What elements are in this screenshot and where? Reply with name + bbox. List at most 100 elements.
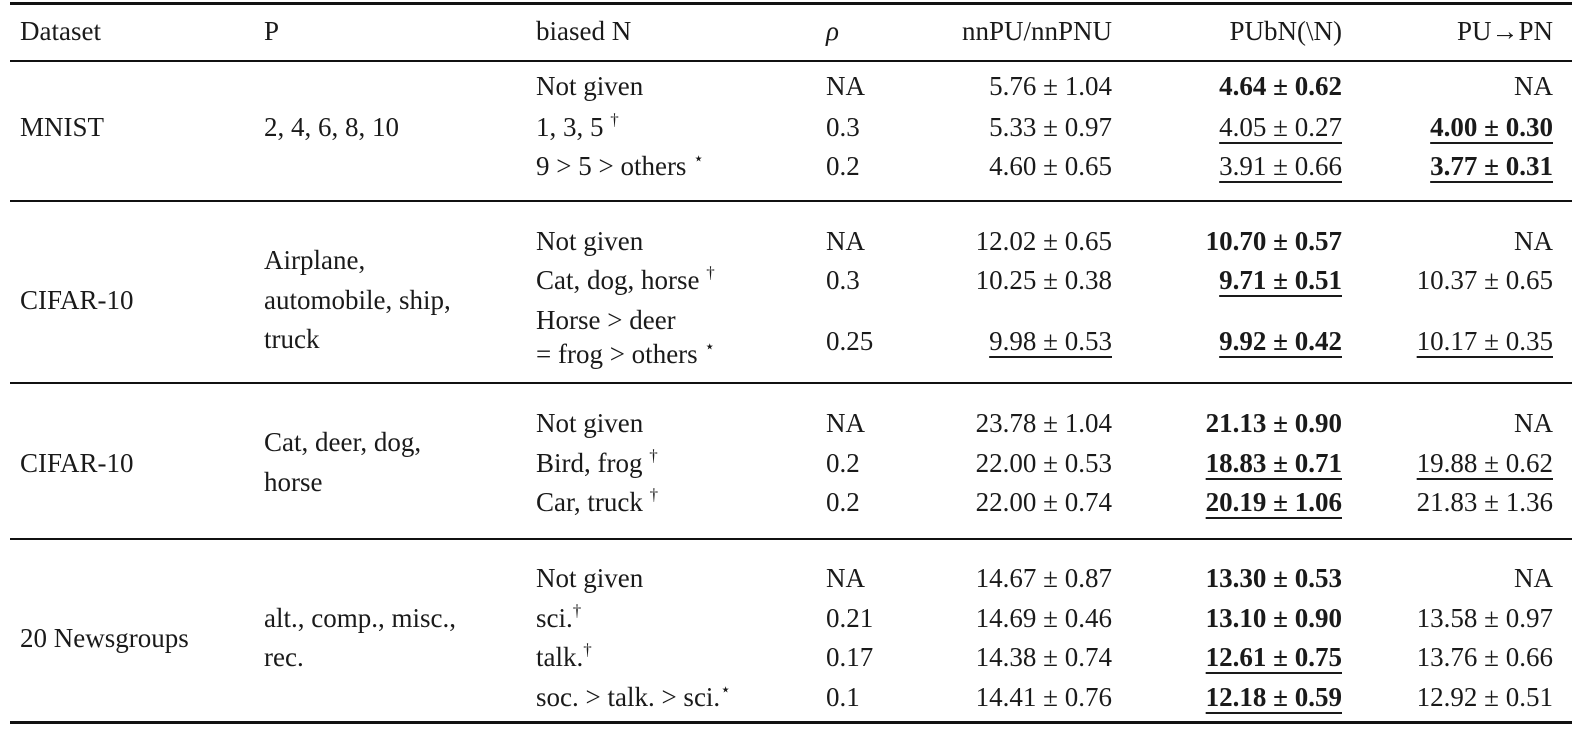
dataset-name: 20 Newsgroups bbox=[20, 623, 189, 653]
biased-n-cell: Not given bbox=[536, 563, 644, 593]
header-rule bbox=[10, 60, 1572, 62]
pubn-cell: 18.83 ± 0.71 bbox=[1205, 448, 1342, 478]
biased-n-line: = frog > others ⋆ bbox=[536, 337, 716, 369]
pubn-cell: 13.30 ± 0.53 bbox=[1205, 563, 1342, 593]
header-rho: ρ bbox=[826, 16, 839, 46]
biased-n-cell: Not given bbox=[536, 408, 644, 438]
positive-classes-line: horse bbox=[264, 467, 323, 497]
nnpu-cell: 14.38 ± 0.74 bbox=[975, 642, 1112, 672]
bottom-rule bbox=[10, 721, 1572, 724]
positive-classes: 2, 4, 6, 8, 10 bbox=[264, 112, 399, 142]
pu-pn-cell: NA bbox=[1514, 408, 1553, 438]
rho-cell: 0.2 bbox=[826, 487, 860, 517]
nnpu-cell: 5.76 ± 1.04 bbox=[989, 71, 1112, 101]
pubn-cell: 20.19 ± 1.06 bbox=[1205, 487, 1342, 517]
results-table: Dataset P biased N ρ nnPU/nnPNU PUbN(\N)… bbox=[6, 0, 1574, 734]
nnpu-cell: 22.00 ± 0.74 bbox=[975, 487, 1112, 517]
biased-n-cell: 9 > 5 > others ⋆ bbox=[536, 149, 704, 181]
nnpu-cell: 14.67 ± 0.87 bbox=[975, 563, 1112, 593]
positive-classes-line: alt., comp., misc., bbox=[264, 603, 456, 633]
rho-cell: 0.17 bbox=[826, 642, 874, 672]
biased-n-cell: Bird, frog † bbox=[536, 446, 658, 478]
dagger-mark: † bbox=[706, 263, 715, 282]
biased-n-cell: Not given bbox=[536, 71, 644, 101]
biased-n-cell: Car, truck † bbox=[536, 485, 659, 517]
header-pubn: PUbN(\N) bbox=[1229, 16, 1343, 46]
nnpu-cell: 23.78 ± 1.04 bbox=[975, 408, 1112, 438]
pu-pn-cell: 13.76 ± 0.66 bbox=[1416, 642, 1553, 672]
pubn-cell: 13.10 ± 0.90 bbox=[1205, 603, 1342, 633]
dataset-name: CIFAR-10 bbox=[20, 285, 134, 315]
dagger-mark: † bbox=[649, 485, 659, 504]
pubn-cell: 4.05 ± 0.27 bbox=[1219, 112, 1342, 142]
rho-cell: 0.3 bbox=[826, 112, 860, 142]
star-mark: ⋆ bbox=[704, 337, 716, 356]
star-mark: ⋆ bbox=[693, 149, 704, 168]
biased-n-line: Horse > deer bbox=[536, 305, 676, 335]
biased-n-cell: sci.† bbox=[536, 601, 582, 633]
top-rule bbox=[10, 2, 1572, 5]
star-mark: ⋆ bbox=[720, 680, 731, 699]
nnpu-cell: 14.41 ± 0.76 bbox=[975, 682, 1112, 712]
pubn-cell: 21.13 ± 0.90 bbox=[1205, 408, 1342, 438]
rho-cell: 0.2 bbox=[826, 448, 860, 478]
pu-pn-cell: NA bbox=[1514, 71, 1553, 101]
pu-pn-cell: 4.00 ± 0.30 bbox=[1430, 112, 1553, 142]
pu-pn-cell: NA bbox=[1514, 563, 1553, 593]
header-nnpu: nnPU/nnPNU bbox=[961, 16, 1112, 46]
rho-cell: 0.25 bbox=[826, 326, 874, 356]
positive-classes-line: rec. bbox=[264, 642, 304, 672]
rho-cell: NA bbox=[826, 408, 865, 438]
pubn-cell: 4.64 ± 0.62 bbox=[1219, 71, 1342, 101]
biased-n-cell: Cat, dog, horse † bbox=[536, 263, 715, 295]
pubn-cell: 9.92 ± 0.42 bbox=[1219, 326, 1342, 356]
biased-n-cell: soc. > talk. > sci.⋆ bbox=[536, 680, 731, 712]
header-pu-pn: PU→PN bbox=[1456, 16, 1553, 46]
pubn-cell: 3.91 ± 0.66 bbox=[1219, 151, 1342, 181]
pu-pn-cell: 13.58 ± 0.97 bbox=[1416, 603, 1553, 633]
dagger-mark: † bbox=[649, 446, 658, 465]
pubn-cell: 9.71 ± 0.51 bbox=[1219, 265, 1342, 295]
header-dataset: Dataset bbox=[20, 16, 101, 46]
nnpu-cell: 5.33 ± 0.97 bbox=[989, 112, 1112, 142]
dataset-name: MNIST bbox=[20, 112, 105, 142]
nnpu-cell: 22.00 ± 0.53 bbox=[975, 448, 1112, 478]
nnpu-cell: 9.98 ± 0.53 bbox=[989, 326, 1112, 356]
group-divider bbox=[10, 382, 1572, 384]
dagger-mark: † bbox=[610, 110, 619, 129]
pubn-cell: 12.61 ± 0.75 bbox=[1205, 642, 1342, 672]
dagger-mark: † bbox=[572, 601, 582, 620]
pu-pn-cell: NA bbox=[1514, 226, 1553, 256]
positive-classes-line: Airplane, bbox=[264, 245, 366, 275]
biased-n-cell: 1, 3, 5 † bbox=[536, 110, 619, 142]
pu-pn-cell: 12.92 ± 0.51 bbox=[1416, 682, 1553, 712]
rho-cell: NA bbox=[826, 71, 865, 101]
pubn-cell: 10.70 ± 0.57 bbox=[1205, 226, 1342, 256]
positive-classes-line: truck bbox=[264, 324, 320, 354]
rho-cell: NA bbox=[826, 226, 865, 256]
rho-cell: NA bbox=[826, 563, 865, 593]
biased-n-cell: Not given bbox=[536, 226, 644, 256]
positive-classes-line: automobile, ship, bbox=[264, 285, 451, 315]
pubn-cell: 12.18 ± 0.59 bbox=[1205, 682, 1342, 712]
biased-n-cell: talk.† bbox=[536, 640, 592, 672]
positive-classes-line: Cat, deer, dog, bbox=[264, 427, 422, 457]
rho-cell: 0.2 bbox=[826, 151, 860, 181]
dagger-mark: † bbox=[583, 640, 592, 659]
rho-cell: 0.3 bbox=[826, 265, 860, 295]
pu-pn-cell: 3.77 ± 0.31 bbox=[1430, 151, 1553, 181]
nnpu-cell: 12.02 ± 0.65 bbox=[975, 226, 1112, 256]
header-biased-n: biased N bbox=[536, 16, 632, 46]
dataset-name: CIFAR-10 bbox=[20, 448, 134, 478]
pu-pn-cell: 21.83 ± 1.36 bbox=[1416, 487, 1553, 517]
rho-cell: 0.1 bbox=[826, 682, 860, 712]
group-divider bbox=[10, 200, 1572, 202]
pu-pn-cell: 19.88 ± 0.62 bbox=[1416, 448, 1553, 478]
nnpu-cell: 14.69 ± 0.46 bbox=[975, 603, 1112, 633]
pu-pn-cell: 10.17 ± 0.35 bbox=[1416, 326, 1553, 356]
rho-cell: 0.21 bbox=[826, 603, 874, 633]
nnpu-cell: 4.60 ± 0.65 bbox=[989, 151, 1112, 181]
pu-pn-cell: 10.37 ± 0.65 bbox=[1416, 265, 1553, 295]
nnpu-cell: 10.25 ± 0.38 bbox=[975, 265, 1112, 295]
header-p: P bbox=[264, 16, 280, 46]
